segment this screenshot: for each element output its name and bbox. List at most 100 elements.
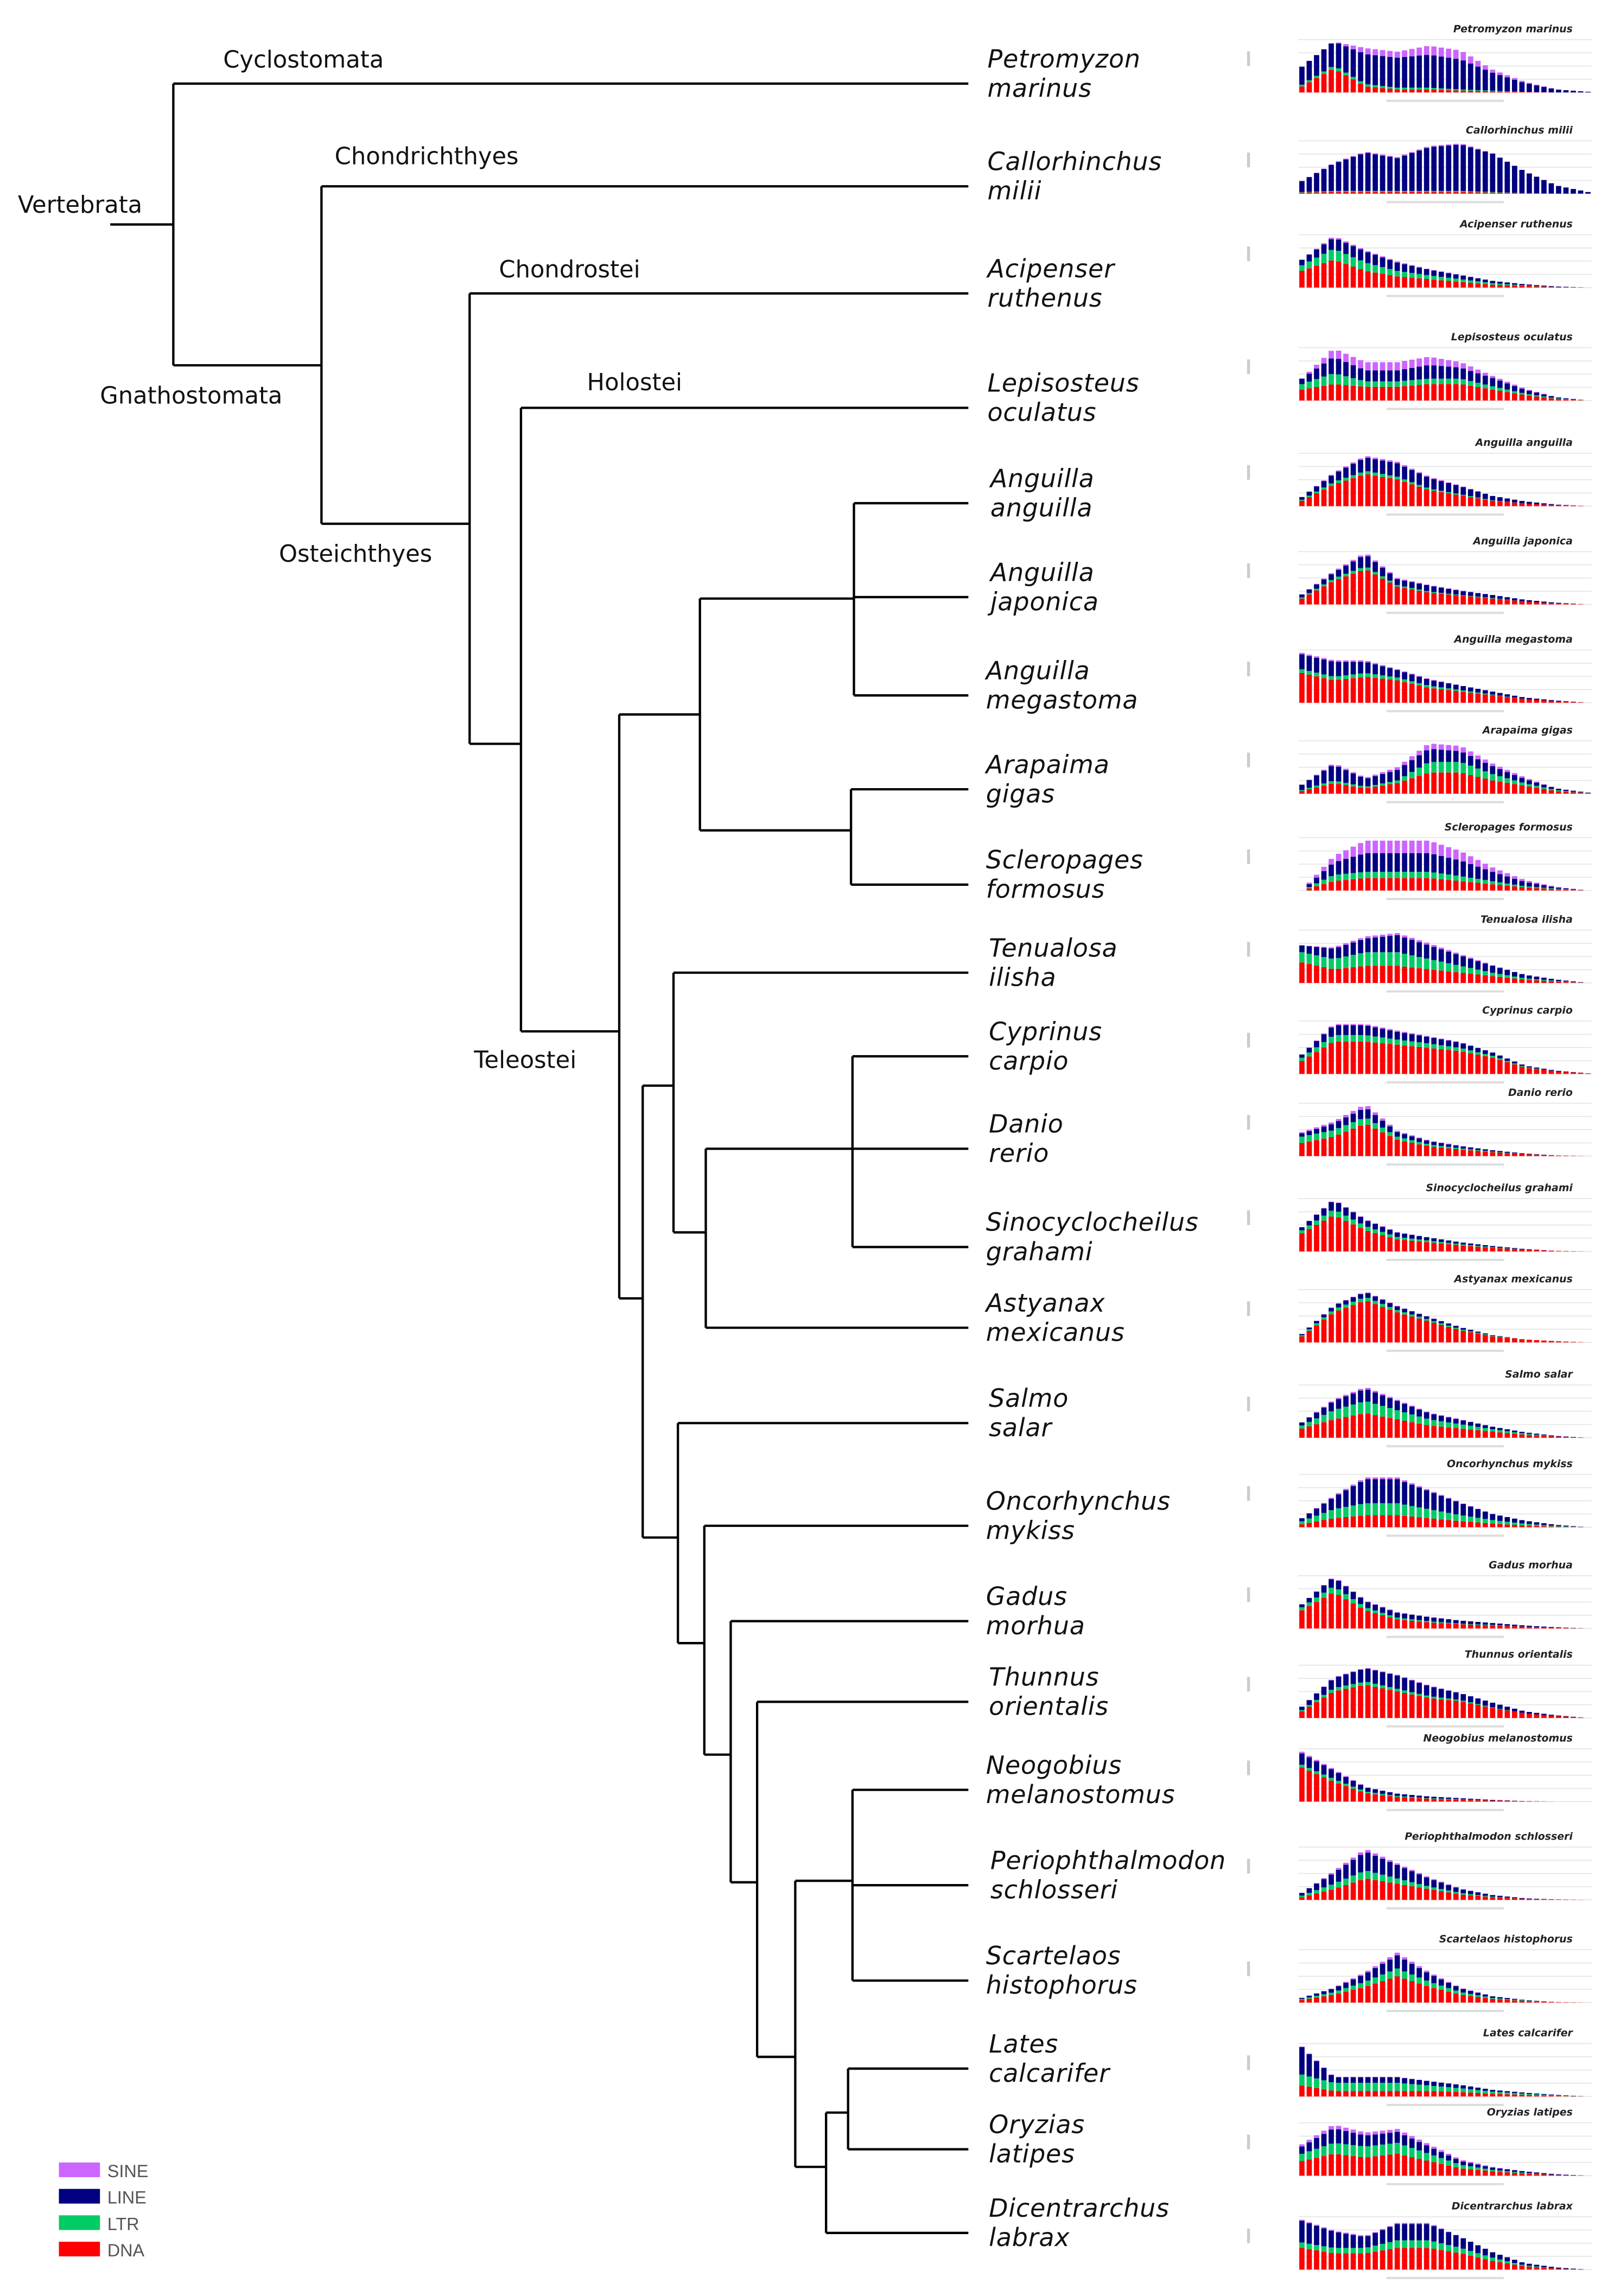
bar-segment-line	[1372, 1789, 1378, 1793]
bar-segment-dna	[1475, 883, 1481, 891]
bar-segment-line	[1402, 1868, 1408, 1881]
bar-segment-dna	[1387, 386, 1393, 401]
bar-segment-line	[1446, 1498, 1452, 1513]
bar-segment-dna	[1541, 602, 1547, 605]
bar-segment-dna	[1467, 2092, 1473, 2097]
bar-segment-line	[1431, 1238, 1437, 1241]
bar-segment-dna	[1416, 192, 1422, 194]
bar-segment-dna	[1497, 1337, 1503, 1343]
bar-segment-ltr	[1497, 1520, 1503, 1524]
bar-segment-dna	[1336, 1217, 1342, 1252]
bar-segment-ltr	[1299, 2242, 1305, 2248]
bar-segment-ltr	[1402, 1138, 1408, 1141]
bar-segment-ltr	[1321, 1593, 1327, 1598]
bar-segment-line	[1460, 1504, 1466, 1516]
bar-segment-dna	[1299, 673, 1305, 703]
bar-segment-sine	[1541, 86, 1547, 87]
bar-segment-line	[1438, 146, 1444, 191]
bar-segment-line	[1453, 2159, 1459, 2164]
bar-segment-line	[1336, 1676, 1342, 1688]
bar-segment-dna	[1453, 494, 1459, 506]
species-genus-label: Astyanax	[984, 1288, 1105, 1317]
bar-segment-dna	[1446, 1623, 1452, 1629]
bar-segment-dna	[1548, 889, 1554, 891]
bar-segment-dna	[1350, 267, 1356, 288]
bar-segment-line	[1358, 1597, 1363, 1604]
bar-segment-sine	[1365, 1668, 1371, 1669]
bar-segment-line	[1482, 1050, 1488, 1054]
bar-segment-line	[1453, 751, 1459, 762]
bar-segment-sine	[1350, 357, 1356, 365]
bar-segment-line	[1424, 148, 1429, 191]
bar-segment-line	[1541, 87, 1547, 92]
bar-segment-line	[1394, 770, 1400, 781]
species-genus-label: Petromyzon	[987, 44, 1140, 73]
bar-segment-ltr	[1424, 872, 1429, 878]
bar-segment-ltr	[1372, 1301, 1378, 1304]
bar-segment-dna	[1365, 1685, 1371, 1718]
bar-segment-dna	[1314, 1424, 1319, 1438]
bar-segment-dna	[1299, 1610, 1305, 1629]
bar-segment-line	[1424, 1490, 1429, 1509]
bar-segment-sine	[1350, 156, 1356, 157]
bar-segment-dna	[1497, 1152, 1503, 1156]
bar-segment-dna	[1504, 2094, 1510, 2097]
bar-segment-ltr	[1299, 1521, 1305, 1525]
bar-segment-line	[1321, 49, 1327, 72]
bar-segment-dna	[1402, 2155, 1408, 2176]
bar-segment-dna	[1482, 91, 1488, 93]
bar-segment-line	[1350, 1212, 1356, 1220]
bar-segment-line	[1460, 1621, 1466, 1624]
bar-segment-ltr	[1497, 776, 1503, 782]
bar-segment-dna	[1394, 1139, 1400, 1156]
bar-segment-line	[1416, 1796, 1422, 1798]
bar-segment-dna	[1299, 1336, 1305, 1343]
bar-segment-sine	[1409, 265, 1415, 266]
bar-segment-dna	[1299, 2000, 1305, 2003]
branch-elopo-osteoglosso	[698, 502, 969, 886]
bar-segment-line	[1578, 91, 1584, 93]
bar-segment-dna	[1416, 878, 1422, 891]
bar-segment-sine	[1475, 369, 1481, 373]
bar-segment-line	[1556, 887, 1561, 889]
bar-segment-dna	[1467, 1246, 1473, 1252]
bar-segment-dna	[1372, 1613, 1378, 1629]
bar-segment-dna	[1512, 1249, 1517, 1252]
bar-segment-line	[1306, 589, 1312, 593]
bar-segment-line	[1519, 500, 1525, 504]
bar-segment-ltr	[1329, 67, 1334, 70]
bar-segment-line	[1438, 750, 1444, 762]
bar-segment-sine	[1343, 1982, 1349, 1983]
bar-segment-line	[1431, 365, 1437, 379]
bar-segment-ltr	[1365, 1980, 1371, 1986]
bar-segment-dna	[1321, 586, 1327, 605]
bar-segment-line	[1365, 370, 1371, 382]
bar-segment-sine	[1299, 2144, 1305, 2147]
bar-segment-line	[1497, 1151, 1503, 1152]
bar-segment-sine	[1372, 458, 1378, 460]
bar-segment-dna	[1534, 504, 1540, 506]
bar-segment-dna	[1358, 2157, 1363, 2176]
repeat-landscape-chart: Danio rerio	[1247, 1087, 1592, 1166]
bar-segment-dna	[1409, 277, 1415, 288]
bar-segment-ltr	[1416, 872, 1422, 878]
bar-segment-sine	[1365, 456, 1371, 458]
x-axis-label	[1386, 2009, 1504, 2012]
bar-segment-dna	[1409, 2091, 1415, 2097]
bar-segment-ltr	[1438, 2243, 1444, 2250]
bar-segment-ltr	[1482, 1519, 1488, 1524]
bar-segment-dna	[1299, 1524, 1305, 1527]
bar-segment-ltr	[1365, 1118, 1371, 1125]
bar-segment-ltr	[1409, 681, 1415, 684]
bar-segment-dna	[1380, 678, 1386, 703]
bar-segment-line	[1416, 676, 1422, 683]
bar-segment-ltr	[1541, 787, 1547, 789]
bar-segment-ltr	[1490, 283, 1496, 285]
bar-segment-ltr	[1467, 1245, 1473, 1246]
bar-segment-ltr	[1299, 192, 1305, 193]
bar-segment-dna	[1409, 484, 1415, 506]
bar-segment-dna	[1409, 1798, 1415, 1802]
bar-segment-sine	[1380, 2229, 1386, 2230]
bar-segment-ltr	[1394, 1878, 1400, 1884]
branch-euteleostei	[643, 1422, 969, 2234]
